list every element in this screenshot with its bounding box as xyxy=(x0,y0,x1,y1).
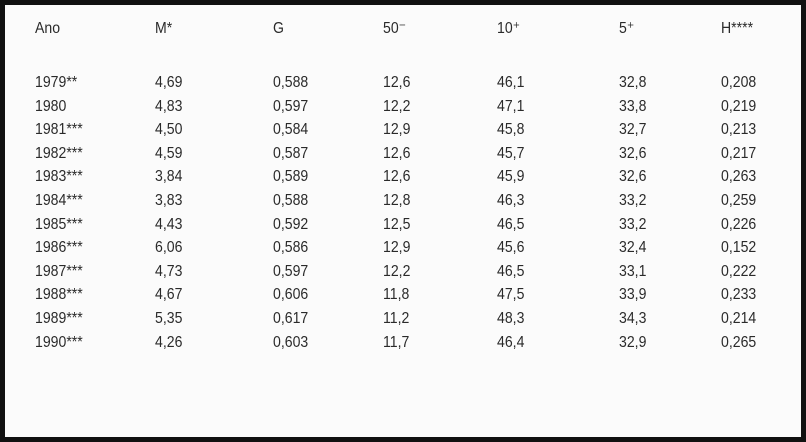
cell-value: 0,217 xyxy=(721,144,757,162)
cell-value: 5,35 xyxy=(155,310,183,327)
cell-value: 0,584 xyxy=(273,121,309,139)
cell-value: 4,26 xyxy=(155,333,183,351)
row-year: 1986*** xyxy=(35,239,83,257)
cell-value: 12,5 xyxy=(383,215,411,233)
cell-value: 0,226 xyxy=(721,215,757,233)
cell-value: 0,586 xyxy=(273,239,309,257)
cell-value: 3,83 xyxy=(155,192,183,209)
cell-value: 33,2 xyxy=(619,215,647,233)
cell-value: 11,7 xyxy=(383,333,410,351)
cell-value: 4,69 xyxy=(155,74,183,91)
column-header: Ano xyxy=(35,20,61,37)
row-year: 1983*** xyxy=(35,168,83,186)
row-year: 1982*** xyxy=(35,144,83,162)
row-year: 1987*** xyxy=(35,262,83,280)
cell-value: 12,2 xyxy=(383,97,411,115)
cell-value: 4,43 xyxy=(155,215,183,233)
cell-value: 32,6 xyxy=(619,144,647,162)
cell-value: 0,222 xyxy=(721,262,757,280)
cell-value: 45,8 xyxy=(497,121,525,139)
cell-value: 11,2 xyxy=(383,310,410,327)
cell-value: 4,59 xyxy=(155,144,183,162)
cell-value: 4,73 xyxy=(155,262,183,280)
cell-value: 12,9 xyxy=(383,121,411,139)
cell-value: 3,84 xyxy=(155,168,183,186)
cell-value: 0,592 xyxy=(273,215,309,233)
cell-value: 4,50 xyxy=(155,121,183,139)
cell-value: 34,3 xyxy=(619,310,647,327)
cell-value: 45,9 xyxy=(497,168,525,186)
cell-value: 0,219 xyxy=(721,97,757,115)
cell-value: 12,2 xyxy=(383,262,411,280)
column-header: H**** xyxy=(721,20,754,37)
top-bar xyxy=(200,0,570,5)
cell-value: 0,603 xyxy=(273,333,309,351)
cell-value: 11,8 xyxy=(383,286,410,304)
cell-value: 45,6 xyxy=(497,239,525,257)
row-year: 1988*** xyxy=(35,286,83,304)
column-header: M* xyxy=(155,20,173,37)
cell-value: 0,233 xyxy=(721,286,757,304)
row-year: 1990*** xyxy=(35,333,83,351)
cell-value: 12,6 xyxy=(383,144,411,162)
cell-value: 0,263 xyxy=(721,168,757,186)
cell-value: 46,4 xyxy=(497,333,525,351)
cell-value: 47,5 xyxy=(497,286,525,304)
cell-value: 32,7 xyxy=(619,121,647,139)
cell-value: 32,4 xyxy=(619,239,647,257)
cell-value: 0,213 xyxy=(721,121,757,139)
cell-value: 12,6 xyxy=(383,168,411,186)
cell-value: 33,9 xyxy=(619,286,647,304)
cell-value: 33,8 xyxy=(619,97,647,115)
cell-value: 48,3 xyxy=(497,310,525,327)
cell-value: 32,9 xyxy=(619,333,647,351)
cell-value: 6,06 xyxy=(155,239,183,257)
cell-value: 4,83 xyxy=(155,97,183,115)
column-header: G xyxy=(273,20,284,37)
cell-value: 12,6 xyxy=(383,74,411,91)
row-year: 1981*** xyxy=(35,121,83,139)
cell-value: 46,3 xyxy=(497,192,525,209)
cell-value: 46,5 xyxy=(497,215,525,233)
cell-value: 46,1 xyxy=(497,74,525,91)
row-year: 1980 xyxy=(35,97,67,115)
cell-value: 0,152 xyxy=(721,239,757,257)
column-header: 50⁻ xyxy=(383,20,407,37)
row-year: 1989*** xyxy=(35,310,83,327)
cell-value: 4,67 xyxy=(155,286,183,304)
row-year: 1985*** xyxy=(35,215,83,233)
cell-value: 0,589 xyxy=(273,168,309,186)
row-year: 1984*** xyxy=(35,192,83,209)
cell-value: 0,588 xyxy=(273,192,309,209)
cell-value: 32,8 xyxy=(619,74,647,91)
cell-value: 45,7 xyxy=(497,144,525,162)
cell-value: 47,1 xyxy=(497,97,525,115)
cell-value: 0,597 xyxy=(273,97,309,115)
cell-value: 12,8 xyxy=(383,192,411,209)
cell-value: 33,2 xyxy=(619,192,647,209)
cell-value: 0,208 xyxy=(721,74,757,91)
cell-value: 0,259 xyxy=(721,192,757,209)
column-header: 10⁺ xyxy=(497,20,521,37)
cell-value: 32,6 xyxy=(619,168,647,186)
cell-value: 0,597 xyxy=(273,262,309,280)
cell-value: 33,1 xyxy=(619,262,647,280)
row-year: 1979** xyxy=(35,74,78,91)
cell-value: 0,617 xyxy=(273,310,309,327)
cell-value: 0,587 xyxy=(273,144,309,162)
cell-value: 0,265 xyxy=(721,333,757,351)
cell-value: 0,588 xyxy=(273,74,309,91)
cell-value: 46,5 xyxy=(497,262,525,280)
cell-value: 12,9 xyxy=(383,239,411,257)
column-header: 5⁺ xyxy=(619,20,635,37)
cell-value: 0,214 xyxy=(721,310,757,327)
cell-value: 0,606 xyxy=(273,286,309,304)
